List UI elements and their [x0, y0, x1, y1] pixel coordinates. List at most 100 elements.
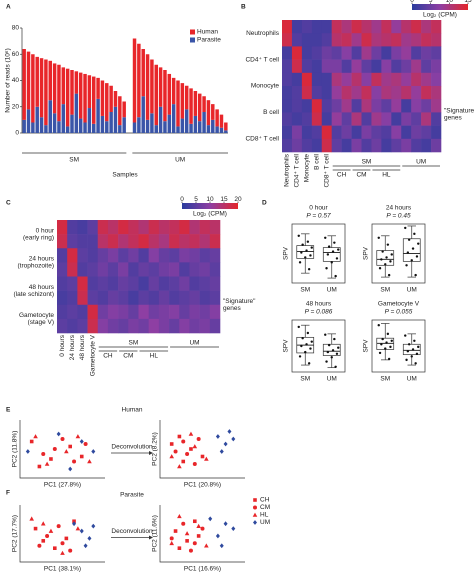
marker-square — [29, 439, 34, 444]
marker-circle — [56, 524, 61, 529]
heatmap-cell — [97, 248, 109, 263]
heatmap-cell — [148, 262, 160, 277]
heatmap-cell — [331, 59, 342, 74]
group-label: SM — [69, 157, 79, 164]
data-point — [335, 257, 339, 260]
heatmap-cell — [371, 99, 382, 113]
y-axis-label: PC2 (17.7%) — [12, 515, 19, 552]
data-point — [407, 238, 411, 241]
heatmap-cell — [361, 138, 372, 153]
data-point — [301, 243, 304, 246]
heatmap-cell — [381, 33, 392, 47]
colorbar-tick-label: 5 — [429, 0, 433, 4]
data-point — [337, 346, 340, 349]
marker-square — [49, 457, 53, 461]
marker-triangle — [196, 523, 201, 528]
data-point — [384, 347, 387, 350]
heatmap-cell — [401, 86, 412, 100]
heatmap-cell — [199, 318, 211, 334]
marker-circle — [192, 462, 197, 466]
heatmap-cell — [57, 304, 68, 320]
bar-segment — [57, 121, 61, 133]
x-tick-label: SM — [300, 287, 310, 294]
y-axis-label: SPV — [283, 246, 290, 260]
annotation: Deconvolution — [111, 444, 153, 451]
bar-segment — [145, 119, 150, 133]
heatmap-cell — [209, 262, 221, 277]
heatmap-cell — [301, 20, 313, 34]
panel-letter: F — [6, 490, 10, 497]
heatmap-cell — [371, 33, 382, 47]
column-group-label: UM — [416, 159, 426, 166]
axes — [159, 420, 245, 479]
data-point — [335, 352, 339, 355]
arrow-head — [149, 535, 153, 540]
plot-frame — [291, 319, 346, 373]
heatmap-cell — [371, 86, 382, 100]
heatmap-cell — [351, 112, 362, 126]
marker-square — [64, 536, 69, 541]
bar-segment — [193, 115, 198, 133]
data-point — [411, 348, 415, 351]
heatmap-cell — [179, 234, 190, 249]
data-point — [304, 256, 307, 259]
heatmap-cell — [138, 304, 149, 320]
heatmap-cell — [179, 262, 190, 277]
heatmap-cell — [401, 46, 412, 60]
marker-triangle — [44, 461, 50, 466]
heatmap-cell — [361, 59, 372, 74]
bar-segment — [206, 100, 211, 126]
annotation: Deconvolution — [111, 528, 153, 535]
marker-diamond — [72, 521, 77, 527]
marker-diamond — [79, 439, 84, 444]
y-tick-label: 40 — [12, 77, 20, 84]
heatmap-cell — [431, 112, 442, 126]
bar-segment — [206, 125, 211, 133]
heatmap-cell — [128, 318, 139, 334]
heatmap-cell — [282, 33, 293, 47]
data-point — [390, 253, 393, 256]
data-point — [300, 251, 303, 254]
heatmap-cell — [391, 33, 402, 47]
heatmap-cell — [138, 234, 149, 249]
heatmap-cell — [169, 248, 180, 263]
axes — [19, 505, 105, 563]
data-point — [324, 333, 327, 336]
chart-title: Human — [122, 407, 143, 414]
heatmap-cell — [97, 234, 109, 249]
heatmap-cell — [67, 248, 78, 263]
heatmap-cell — [291, 20, 303, 34]
bar-segment — [92, 123, 96, 133]
heatmap-cell — [331, 99, 342, 113]
column-subgroup-label: HL — [382, 172, 391, 179]
heatmap-cell — [311, 138, 323, 153]
box — [376, 250, 395, 266]
heatmap-cell — [331, 86, 342, 100]
data-point — [337, 248, 340, 251]
bar-segment — [150, 113, 154, 133]
heatmap-cell — [431, 72, 442, 87]
marker-circle — [60, 541, 65, 546]
heatmap-cell — [381, 112, 392, 126]
colorbar-tick-label: 10 — [206, 196, 214, 203]
heatmap-cell — [158, 318, 170, 334]
column-label: Gametocyte V — [89, 334, 96, 376]
bar-segment — [22, 49, 26, 120]
heatmap-cell — [341, 138, 352, 153]
bar-segment — [141, 49, 145, 97]
chart-title: 0 hour — [309, 205, 328, 212]
x-axis-label: PC1 (16.6%) — [184, 566, 221, 573]
data-point — [384, 263, 387, 266]
heatmap-cell — [128, 304, 139, 320]
heatmap-cell — [311, 99, 323, 113]
bar-segment — [61, 104, 66, 133]
heatmap-cell — [158, 220, 170, 235]
chart-subtitle: P = 0.055 — [385, 309, 413, 316]
column-label: B cell — [314, 153, 321, 169]
heatmap-cell — [189, 304, 200, 320]
bar-segment — [74, 71, 79, 94]
arrow-head — [149, 451, 153, 455]
heatmap-cell — [189, 318, 200, 334]
marker-circle — [68, 548, 73, 553]
heatmap-cell — [179, 276, 190, 291]
